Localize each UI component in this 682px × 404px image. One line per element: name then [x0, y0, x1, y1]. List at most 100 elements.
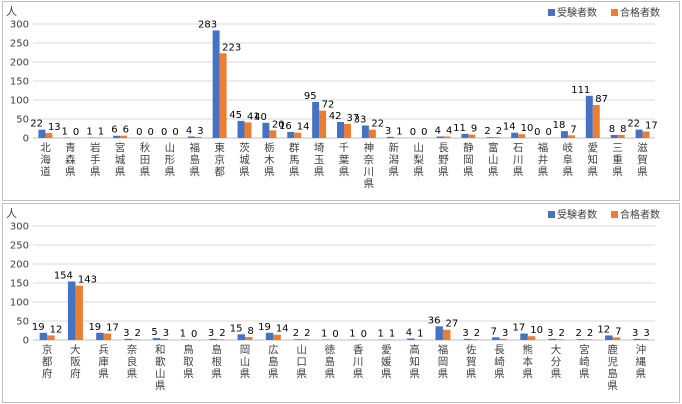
chart-2-bar-applicants: [520, 333, 528, 340]
chart-1-data-label: 1: [98, 127, 104, 138]
chart-1-data-label: 14: [503, 122, 516, 133]
chart-1-data-label: 0: [546, 127, 552, 138]
chart-2-data-label: 2: [559, 328, 565, 339]
chart-1-bar-passers: [319, 110, 327, 138]
chart-1-data-label: 8: [620, 124, 626, 135]
chart-2-y-tick-label: 100: [10, 298, 29, 309]
chart-2-category-label: 岡山県: [240, 344, 251, 380]
chart-2-bar-applicants: [633, 338, 641, 340]
chart-1-data-label: 0: [410, 127, 416, 138]
chart-2-bar-passers: [75, 285, 83, 340]
chart-2-category-label: 山口県: [296, 344, 307, 380]
chart-1-category-label: 福井県: [538, 141, 549, 178]
chart-1-category-label: 富山県: [488, 141, 499, 178]
chart-1-data-label: 3: [385, 126, 391, 137]
chart-1-bar-applicants: [486, 137, 494, 138]
chart-2-data-label: 19: [88, 322, 101, 333]
chart-1-data-label: 4: [446, 125, 452, 136]
chart-2-legend-label: 合格者数: [620, 208, 660, 221]
chart-1-data-label: 0: [534, 127, 540, 138]
chart-2-bar-passers: [245, 336, 253, 340]
chart-2-legend-swatch: [611, 211, 618, 218]
chart-2-data-label: 3: [123, 328, 129, 339]
chart-2-category-label: 和歌山県: [155, 344, 166, 392]
chart-2-bar-passers: [160, 338, 168, 340]
chart-1-data-label: 1: [86, 127, 92, 138]
chart-1-bar-applicants: [287, 131, 295, 138]
chart-1-bar-passers: [368, 129, 376, 138]
chart-2-data-label: 1: [349, 329, 355, 340]
chart-1-bar-applicants: [361, 125, 369, 138]
chart-2-data-label: 3: [502, 328, 508, 339]
chart-1-data-label: 11: [453, 123, 466, 134]
chart-1-bar-passers: [468, 134, 476, 138]
chart-1-category-label: 群馬県: [289, 141, 300, 178]
chart-1-category-label: 新潟県: [389, 141, 400, 178]
chart-2-bar-applicants: [576, 339, 585, 340]
chart-2-data-label: 3: [632, 328, 638, 339]
chart-2-bar-applicants: [124, 338, 132, 340]
chart-1-bar-passers: [219, 53, 227, 139]
chart-1-data-label: 33: [354, 114, 367, 125]
chart-1-data-label: 283: [198, 19, 217, 30]
chart-1-bar-passers: [344, 123, 351, 138]
chart-1-category-label: 千葉県: [339, 142, 350, 178]
chart-1-data-label: 18: [553, 120, 566, 131]
chart-2-data-label: 2: [304, 328, 310, 339]
chart-1-bar-applicants: [436, 136, 444, 138]
chart-1-data-label: 7: [570, 124, 576, 135]
chart-1-bar-applicants: [511, 132, 519, 138]
chart-1-data-label: 95: [304, 91, 317, 102]
chart-1-legend-label: 受験者数: [557, 6, 597, 19]
chart-2-bar-applicants: [96, 332, 104, 340]
chart-1-bar-passers: [269, 130, 277, 138]
chart-2-category-label: 高知県: [409, 343, 420, 380]
chart-1-legend-swatch: [611, 9, 618, 16]
chart-2-bar-passers: [612, 337, 621, 340]
chart-1-bar-applicants: [237, 120, 245, 138]
chart-2-data-label: 143: [78, 275, 97, 286]
chart-2-data-label: 1: [389, 329, 395, 340]
chart-2-bar-applicants: [237, 334, 246, 340]
chart-1-data-label: 8: [609, 124, 615, 135]
chart-2-category-label: 福岡県: [438, 343, 449, 380]
chart-1-bar-passers: [642, 131, 650, 138]
chart-1-category-label: 北海道: [40, 142, 51, 178]
chart-1-bar-passers: [617, 134, 625, 138]
chart-1-category-label: 宮城県: [115, 141, 126, 178]
chart-1-legend-swatch: [548, 9, 555, 16]
chart-2-data-label: 12: [50, 324, 63, 335]
chart-1-data-label: 0: [73, 127, 79, 138]
chart-1-y-tick-label: 0: [23, 134, 29, 145]
chart-1-category-label: 滋賀県: [637, 141, 648, 178]
chart-1-data-label: 9: [471, 124, 477, 135]
chart-1-bar-applicants: [461, 133, 469, 138]
chart-2-data-label: 3: [163, 328, 169, 339]
chart-1-data-label: 17: [645, 121, 658, 132]
chart-2-bar-applicants: [265, 332, 274, 340]
chart-2-bar-applicants: [463, 338, 472, 340]
chart-2-data-label: 0: [191, 329, 197, 340]
chart-1-bar-passers: [443, 136, 451, 138]
chart-2-category-label: 大分県: [551, 343, 562, 380]
chart-2-bar-passers: [471, 339, 479, 340]
chart-2-data-label: 19: [258, 322, 271, 333]
chart-2-bar-applicants: [67, 281, 76, 340]
chart-2-category-label: 香川県: [353, 344, 364, 380]
chart-2-data-label: 1: [378, 329, 384, 340]
chart-2-data-label: 5: [151, 327, 157, 338]
chart-1-data-label: 223: [222, 42, 241, 53]
chart-2-data-label: 12: [597, 324, 610, 335]
chart-1-data-label: 45: [229, 110, 242, 121]
chart-2-bar-passers: [131, 339, 140, 340]
chart-1-bar-applicants: [610, 134, 618, 138]
chart-2-data-label: 0: [361, 329, 367, 340]
chart-1-category-label: 岩手県: [90, 141, 101, 178]
chart-1-category-label: 神奈川県: [364, 141, 375, 190]
chart-2-bar-passers: [584, 339, 592, 340]
chart-1-category-label: 岐阜県: [563, 141, 574, 178]
chart-1-y-tick-label: 150: [10, 77, 29, 88]
chart-2-category-label: 宮崎県: [579, 343, 590, 380]
chart-1-y-tick-label: 250: [10, 39, 29, 50]
